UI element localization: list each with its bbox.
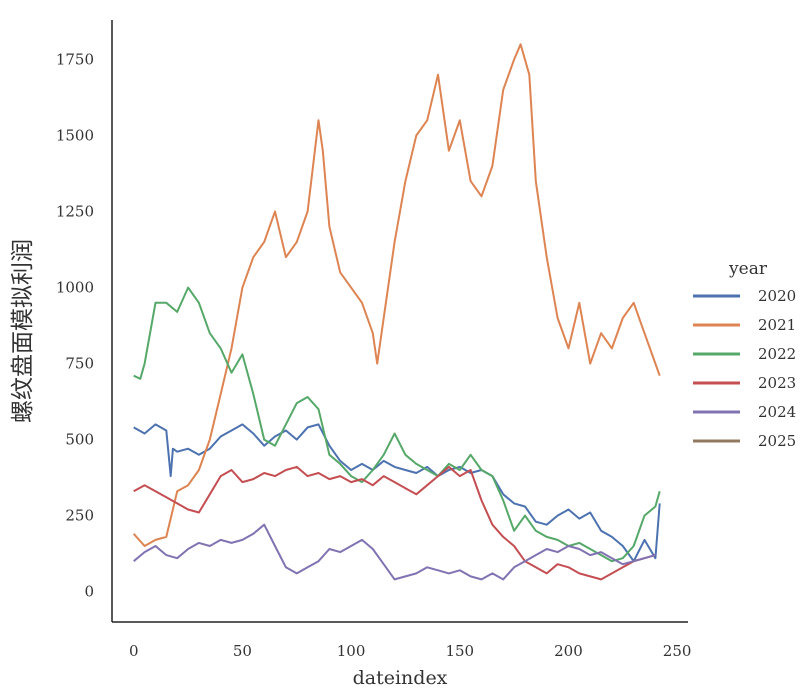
y-axis-label: 螺纹盘面模拟利润 (10, 239, 36, 423)
y-tick-label: 500 (65, 431, 94, 449)
y-tick-label: 1000 (56, 279, 94, 297)
y-tick-label: 1750 (56, 51, 94, 69)
x-tick-label: 200 (554, 642, 583, 660)
series-line-2021 (132, 43, 661, 547)
series-line-2020 (133, 423, 661, 563)
y-tick-label: 750 (65, 355, 94, 373)
plot-area (132, 43, 661, 581)
x-tick-label: 0 (129, 642, 139, 660)
legend-label-2020: 2020 (758, 287, 796, 305)
y-tick-label: 1250 (56, 203, 94, 221)
y-tick-label: 1500 (56, 127, 94, 145)
series-line-2022 (133, 286, 661, 563)
x-tick-labels: 0 50 100 150 200 250 (129, 642, 691, 660)
y-tick-label: 0 (84, 583, 94, 601)
x-tick-label: 50 (233, 642, 252, 660)
x-tick-label: 100 (337, 642, 366, 660)
legend-label-2022: 2022 (758, 345, 796, 363)
y-tick-label: 250 (65, 507, 94, 525)
legend-label-2023: 2023 (758, 374, 796, 392)
x-tick-label: 250 (663, 642, 692, 660)
series-line-2024 (133, 523, 656, 581)
legend-label-2021: 2021 (758, 316, 796, 334)
legend-label-2025: 2025 (758, 432, 796, 450)
x-axis-label: dateindex (353, 667, 448, 688)
y-tick-labels: 0 250 500 750 1000 1250 1500 1750 (56, 51, 94, 601)
legend-label-2024: 2024 (758, 403, 796, 421)
legend-title: year (728, 259, 768, 279)
x-tick-label: 150 (445, 642, 474, 660)
series-line-2023 (133, 465, 656, 581)
legend: year 2020 2021 2022 2023 2024 2025 (693, 259, 796, 450)
